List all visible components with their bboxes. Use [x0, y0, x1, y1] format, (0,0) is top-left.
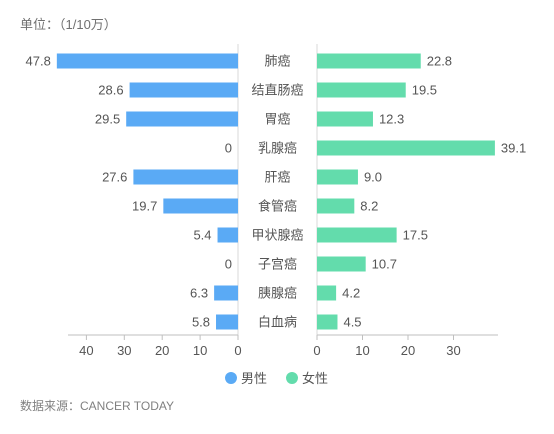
female-bar: [317, 111, 373, 127]
female-bar: [317, 82, 406, 98]
female-value-label: 12.3: [379, 112, 404, 127]
male-bar: [56, 53, 239, 69]
female-value-label: 39.1: [501, 141, 526, 156]
unit-label: 单位：（1/10万）: [20, 17, 117, 32]
male-value-label: 0: [225, 257, 232, 272]
male-bar: [216, 314, 238, 330]
female-value-label: 10.7: [372, 257, 397, 272]
source-label: 数据来源：CANCER TODAY: [20, 399, 175, 413]
category-label: 胃癌: [264, 112, 290, 127]
male-value-label: 5.4: [193, 228, 211, 243]
legend-female-swatch: [286, 372, 298, 384]
female-bar: [317, 140, 495, 156]
female-value-label: 17.5: [403, 228, 428, 243]
female-value-label: 8.2: [360, 199, 378, 214]
left-axis-tick-label: 30: [117, 343, 131, 358]
female-value-label: 22.8: [427, 54, 452, 69]
female-bar: [317, 314, 338, 330]
male-bar: [129, 82, 238, 98]
male-value-label: 6.3: [190, 286, 208, 301]
male-bar: [126, 111, 238, 127]
female-value-label: 9.0: [364, 170, 382, 185]
right-axis-tick-label: 20: [401, 343, 415, 358]
male-bar: [133, 169, 238, 185]
female-bar: [317, 285, 337, 301]
legend-female-label: 女性: [302, 371, 328, 386]
male-bar: [217, 227, 238, 243]
category-label: 肝癌: [264, 170, 290, 185]
male-value-label: 28.6: [98, 83, 123, 98]
category-label: 甲状腺癌: [251, 228, 303, 243]
male-value-label: 5.8: [192, 315, 210, 330]
category-label: 肺癌: [264, 54, 290, 69]
female-value-label: 4.5: [343, 315, 361, 330]
left-axis-tick-label: 10: [193, 343, 207, 358]
female-value-label: 4.2: [342, 286, 360, 301]
category-label: 乳腺癌: [258, 141, 297, 156]
male-bar: [214, 285, 238, 301]
male-value-label: 19.7: [132, 199, 157, 214]
male-value-label: 27.6: [102, 170, 127, 185]
category-label: 子宫癌: [258, 257, 297, 272]
female-bar: [317, 53, 421, 69]
male-value-label: 29.5: [95, 112, 120, 127]
legend-male-swatch: [225, 372, 237, 384]
category-label: 胰腺癌: [258, 286, 297, 301]
category-label: 食管癌: [258, 199, 297, 214]
male-value-label: 47.8: [26, 54, 51, 69]
female-value-label: 19.5: [412, 83, 437, 98]
category-label: 白血病: [258, 315, 297, 330]
female-bar: [317, 169, 358, 185]
right-axis-tick-label: 0: [313, 343, 320, 358]
left-axis-tick-label: 20: [155, 343, 169, 358]
female-bar: [317, 198, 355, 214]
category-label: 结直肠癌: [251, 83, 303, 98]
right-axis-tick-label: 30: [446, 343, 460, 358]
female-bar: [317, 256, 366, 272]
male-bar: [163, 198, 238, 214]
male-value-label: 0: [225, 141, 232, 156]
right-axis-tick-label: 10: [355, 343, 369, 358]
left-axis-tick-label: 40: [79, 343, 93, 358]
legend-male-label: 男性: [241, 371, 267, 386]
left-axis-tick-label: 0: [234, 343, 241, 358]
female-bar: [317, 227, 397, 243]
